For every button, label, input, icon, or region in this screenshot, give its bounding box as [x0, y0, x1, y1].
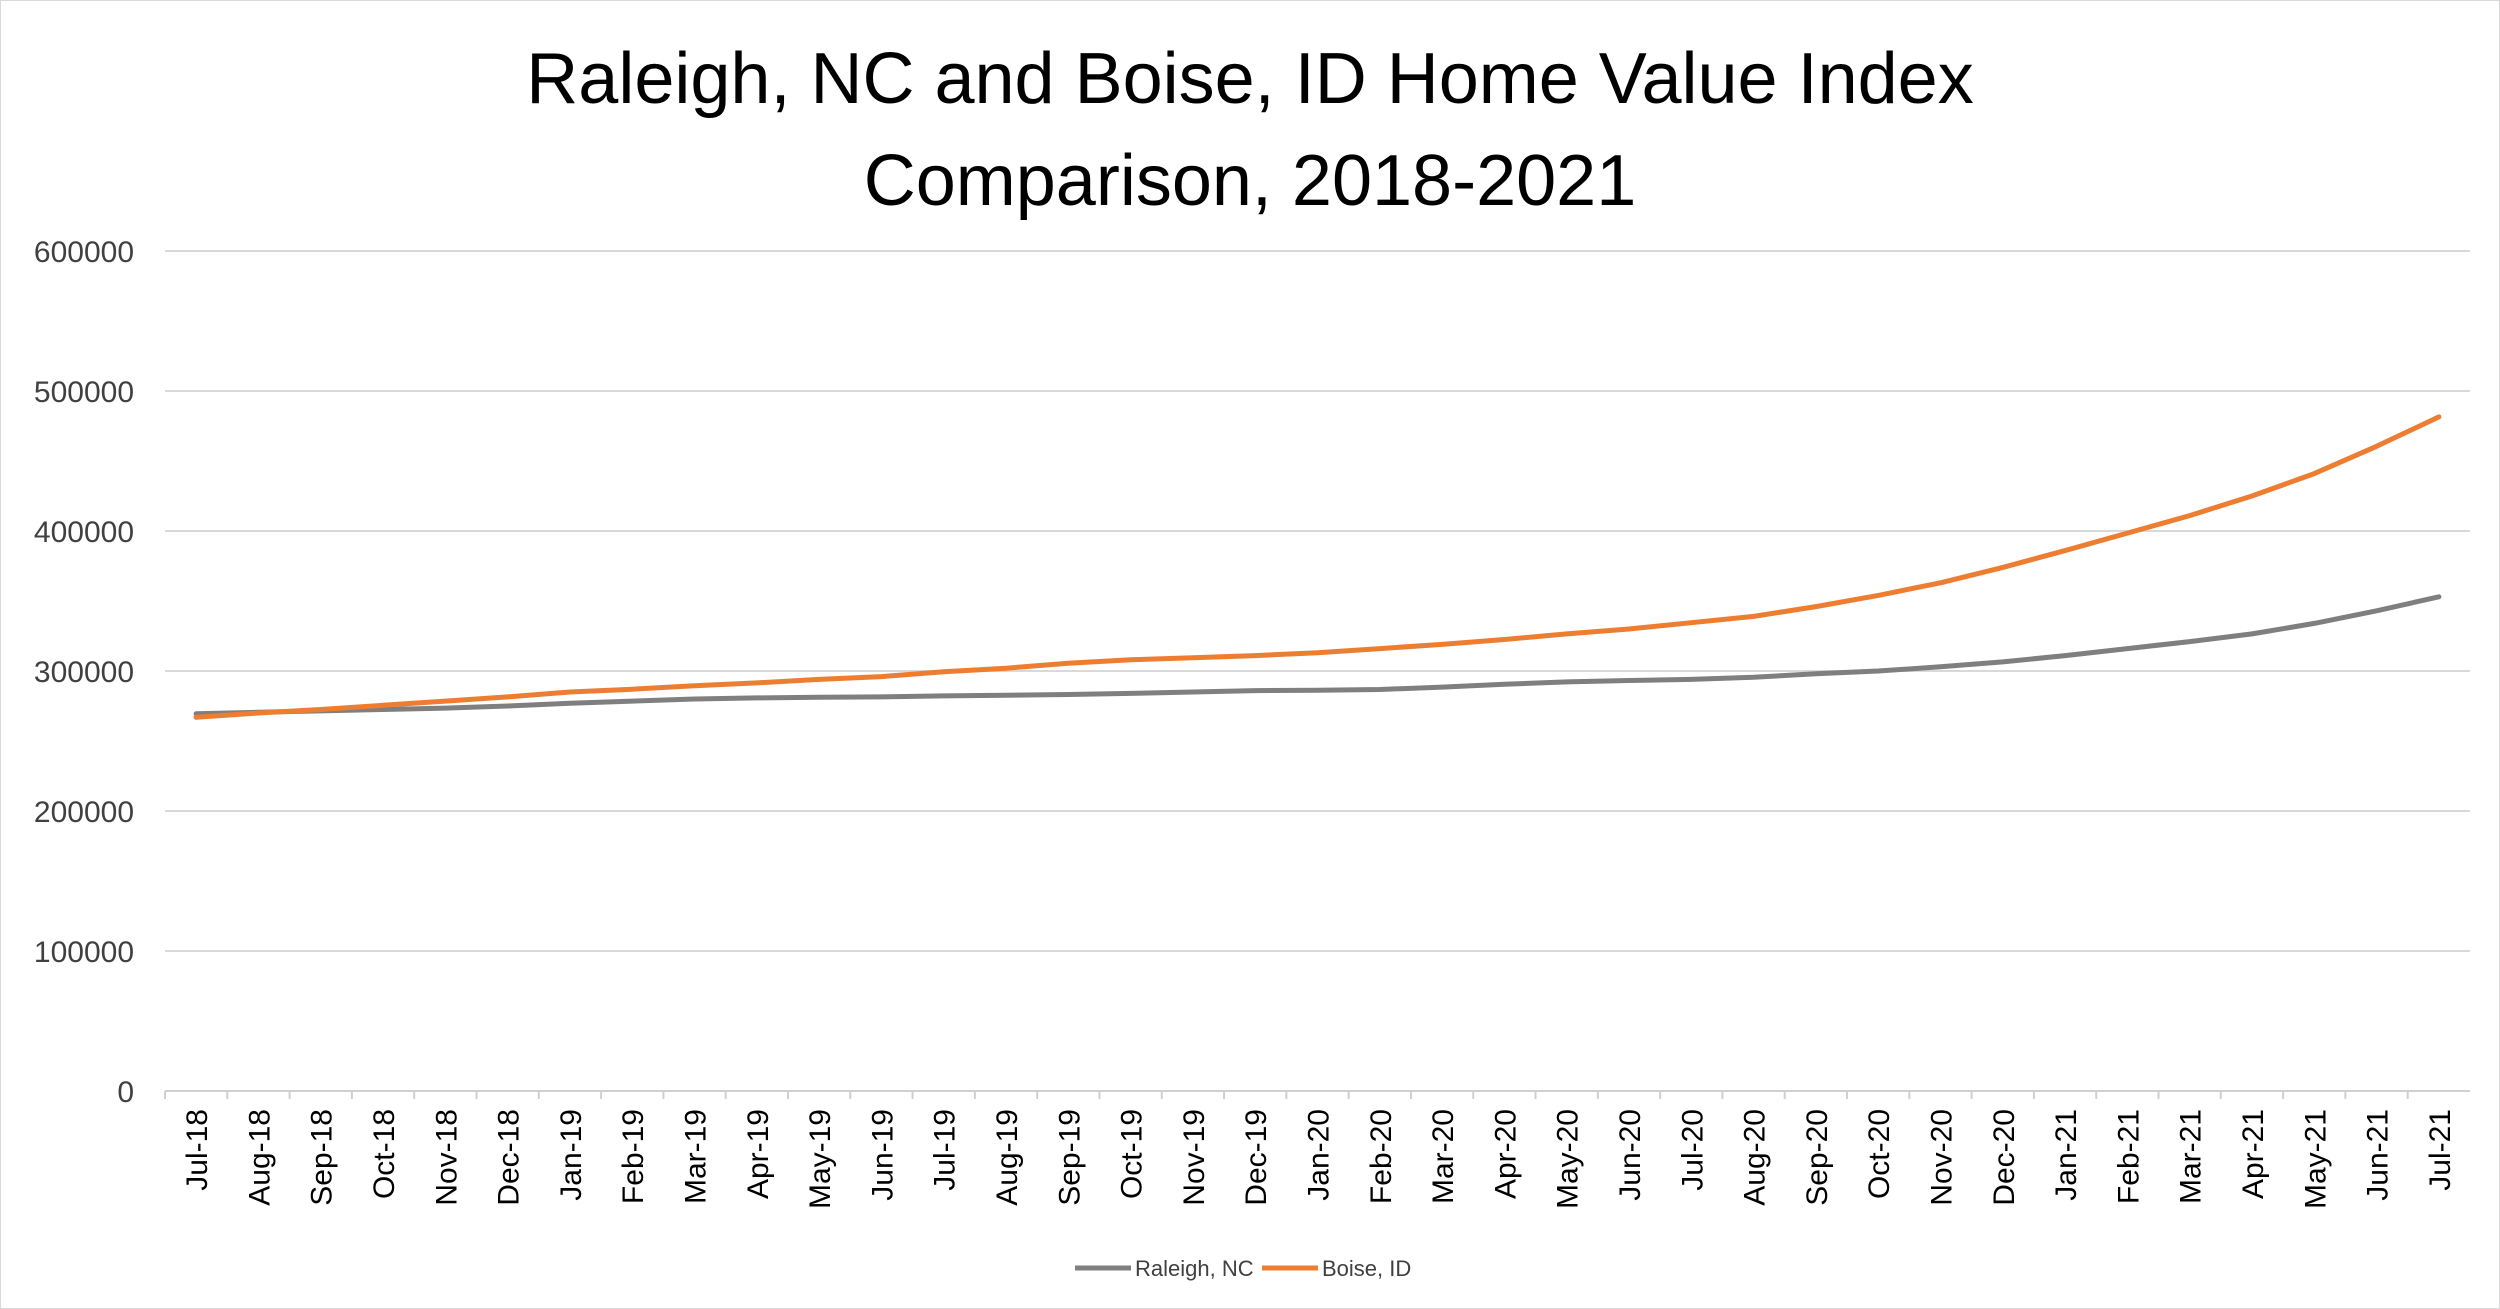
x-axis-ticks: Jul-18 Aug-18 Sep-18 Oct-18 Nov-18 Dec-18 Jan-…: [164, 1091, 2457, 1209]
legend-label: Boise, ID: [1322, 1256, 1411, 1281]
x-tick-label: Mar-19: [680, 1109, 713, 1204]
y-tick-label: 300000: [34, 656, 134, 689]
x-tick-label: Jun-20: [1614, 1109, 1647, 1201]
x-tick-label: Nov-20: [1925, 1109, 1958, 1206]
gridlines: [165, 250, 2470, 1092]
y-tick-label: 400000: [34, 516, 134, 549]
x-tick-label: Jul-18: [181, 1109, 214, 1191]
chart-title-line-2: Comparison, 2018-2021: [863, 141, 1637, 221]
x-tick-label: Aug-20: [1739, 1109, 1772, 1206]
chart-title: Raleigh, NC and Boise, ID Home Value Ind…: [0, 28, 2500, 232]
x-tick-label: Sep-18: [306, 1109, 339, 1206]
x-tick-label: Feb-19: [617, 1109, 650, 1204]
x-tick-label: Feb-20: [1365, 1109, 1398, 1204]
x-tick-label: Jan-21: [2050, 1109, 2083, 1201]
series-line-1: [193, 414, 2442, 720]
x-tick-label: Jan-19: [555, 1109, 588, 1201]
y-tick-label: 200000: [34, 796, 134, 829]
x-tick-label: Mar-20: [1427, 1109, 1460, 1204]
x-tick-label: Jul-21: [2424, 1109, 2457, 1191]
x-tick-label: Jul-20: [1676, 1109, 1709, 1191]
x-tick-label: Sep-19: [1053, 1109, 1086, 1206]
legend-item: Boise, ID: [1262, 1256, 1411, 1281]
x-tick-label: Dec-18: [493, 1109, 526, 1206]
x-tick-label: Oct-20: [1863, 1109, 1896, 1199]
x-tick-label: Jul-19: [929, 1109, 962, 1191]
x-tick-label: Oct-19: [1116, 1109, 1149, 1199]
x-tick-label: Jun-19: [866, 1109, 899, 1201]
chart-title-line-1: Raleigh, NC and Boise, ID Home Value Ind…: [526, 39, 1974, 119]
y-tick-label: 100000: [34, 936, 134, 969]
x-tick-label: Aug-19: [991, 1109, 1024, 1206]
x-tick-label: Apr-19: [742, 1109, 775, 1199]
x-tick-label: May-21: [2299, 1109, 2332, 1209]
x-tick-label: Mar-21: [2175, 1109, 2208, 1204]
x-tick-label: Feb-21: [2112, 1109, 2145, 1204]
x-tick-label: Jun-21: [2362, 1109, 2395, 1201]
x-tick-label: Apr-20: [1489, 1109, 1522, 1199]
x-tick-label: May-20: [1552, 1109, 1585, 1209]
x-tick-label: Aug-18: [243, 1109, 276, 1206]
x-tick-label: Nov-18: [430, 1109, 463, 1206]
x-tick-label: Nov-19: [1178, 1109, 1211, 1206]
x-tick-label: Apr-21: [2237, 1109, 2270, 1199]
y-tick-label: 600000: [34, 236, 134, 269]
y-tick-label: 500000: [34, 376, 134, 409]
series-lines: [193, 414, 2442, 720]
x-tick-label: Dec-19: [1240, 1109, 1273, 1206]
legend-item: Raleigh, NC: [1075, 1256, 1254, 1281]
y-axis-ticks: 0 100000 200000 300000 400000 500000 600000: [34, 236, 134, 1109]
x-tick-label: Sep-20: [1801, 1109, 1834, 1206]
y-tick-label: 0: [117, 1076, 134, 1109]
x-tick-label: Jan-20: [1303, 1109, 1336, 1201]
x-tick-label: Oct-18: [368, 1109, 401, 1199]
series-line-0: [193, 594, 2442, 717]
legend-label: Raleigh, NC: [1135, 1256, 1254, 1281]
legend: Raleigh, NC Boise, ID: [1075, 1256, 1411, 1281]
x-tick-label: Dec-20: [1988, 1109, 2021, 1206]
x-tick-label: May-19: [804, 1109, 837, 1209]
